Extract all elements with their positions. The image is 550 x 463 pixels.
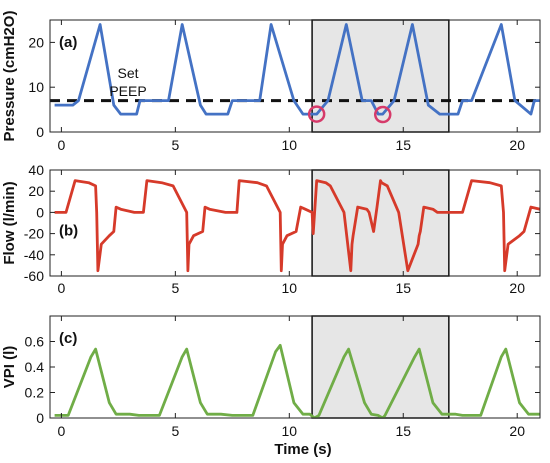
x-tick-label: 20 (509, 137, 525, 153)
y-tick-label: -20 (24, 226, 44, 242)
x-tick-label: 0 (57, 280, 65, 296)
set-peep-annotation: PEEP (109, 83, 146, 99)
vpi-panel: 0 5 10 15 20 0 0.2 0.4 0.6 VPI (l) (c) (1, 315, 541, 439)
x-tick-label: 5 (171, 423, 179, 439)
panel-label: (a) (59, 34, 77, 51)
x-tick-label: 10 (282, 423, 298, 439)
y-tick-label: -60 (24, 268, 44, 284)
marker-circle (307, 105, 326, 123)
x-tick-label: 5 (171, 280, 179, 296)
y-tick-label: 0.2 (25, 385, 45, 401)
marker-circle (373, 105, 392, 124)
x-tick-label: 0 (57, 137, 65, 153)
y-tick-label: 20 (28, 183, 44, 199)
x-tick-label: 10 (282, 137, 298, 153)
y-tick-label: 0 (36, 124, 44, 140)
plot-area (49, 169, 541, 277)
series-line (54, 23, 540, 116)
highlight-region (311, 315, 450, 419)
plot-area (49, 19, 541, 133)
y-axis-label: Flow (l/min) (1, 181, 18, 264)
y-tick-label: 0.6 (25, 334, 45, 350)
y-tick-label: 10 (28, 79, 44, 95)
x-tick-label: 5 (171, 137, 179, 153)
y-tick-label: 20 (28, 34, 44, 50)
panel-label: (b) (59, 222, 78, 239)
x-axis-label: Time (s) (274, 441, 331, 458)
x-tick-label: 15 (395, 137, 411, 153)
y-tick-label: 0 (36, 410, 44, 426)
set-peep-annotation: Set (117, 65, 138, 81)
y-axis-label: Pressure (cmH2O) (1, 11, 18, 142)
flow-panel: 0 5 10 15 20 -60 -40 -20 0 20 40 Flow (l/min) (b) (1, 162, 541, 296)
x-tick-label: 20 (509, 280, 525, 296)
x-tick-label: 20 (509, 423, 525, 439)
x-tick-label: 15 (395, 423, 411, 439)
series-line (54, 343, 540, 418)
y-tick-label: 0.4 (25, 359, 45, 375)
x-tick-label: 10 (282, 280, 298, 296)
y-tick-label: -40 (24, 247, 44, 263)
y-axis-label: VPI (l) (1, 346, 18, 389)
x-tick-label: 15 (395, 280, 411, 296)
y-tick-label: 40 (28, 162, 44, 178)
pressure-panel: 0 5 10 15 20 0 10 20 Pressure (cmH2O) (a) Set PEEP (1, 11, 541, 153)
panel-label: (c) (59, 330, 77, 347)
series-line (54, 179, 540, 273)
x-tick-label: 0 (57, 423, 65, 439)
y-tick-label: 0 (36, 204, 44, 220)
